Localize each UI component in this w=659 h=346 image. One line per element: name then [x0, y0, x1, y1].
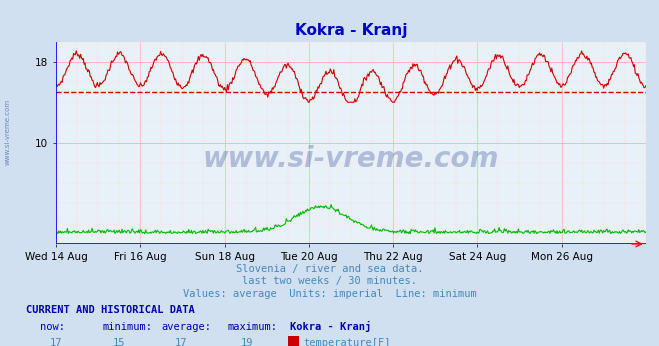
Text: average:: average:: [161, 322, 212, 332]
Text: www.si-vreme.com: www.si-vreme.com: [5, 98, 11, 165]
Text: 15: 15: [113, 338, 125, 346]
Text: minimum:: minimum:: [102, 322, 152, 332]
Text: 19: 19: [241, 338, 253, 346]
Text: maximum:: maximum:: [227, 322, 277, 332]
Text: CURRENT AND HISTORICAL DATA: CURRENT AND HISTORICAL DATA: [26, 305, 195, 315]
Text: now:: now:: [40, 322, 65, 332]
Text: temperature[F]: temperature[F]: [303, 338, 391, 346]
Text: www.si-vreme.com: www.si-vreme.com: [203, 145, 499, 173]
Text: last two weeks / 30 minutes.: last two weeks / 30 minutes.: [242, 276, 417, 286]
Text: Slovenia / river and sea data.: Slovenia / river and sea data.: [236, 264, 423, 274]
Text: 17: 17: [175, 338, 187, 346]
Text: Kokra - Kranj: Kokra - Kranj: [290, 321, 371, 332]
Text: Values: average  Units: imperial  Line: minimum: Values: average Units: imperial Line: mi…: [183, 289, 476, 299]
Title: Kokra - Kranj: Kokra - Kranj: [295, 22, 407, 38]
Text: 17: 17: [50, 338, 62, 346]
